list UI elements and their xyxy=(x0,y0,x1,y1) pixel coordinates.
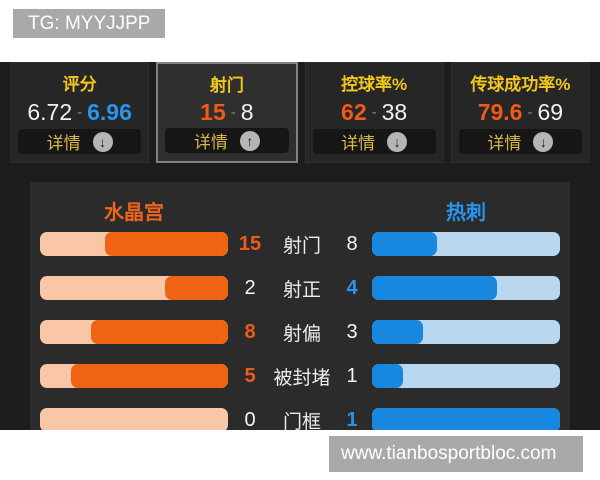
arrow-down-icon[interactable]: ↓ xyxy=(92,131,113,152)
tg-badge: TG: MYYJJPP xyxy=(13,9,166,38)
arrow-down-icon[interactable]: ↓ xyxy=(533,131,554,152)
away-bar-fill xyxy=(372,408,560,430)
value-separator: - xyxy=(77,103,83,121)
home-bar-fill xyxy=(71,364,228,388)
away-bar xyxy=(372,408,560,430)
away-value: 4 xyxy=(346,276,358,299)
stat-card-values: 6.72-6.96 xyxy=(27,99,132,126)
away-bar-fill xyxy=(372,276,498,300)
top-header: TG: MYYJJPP xyxy=(0,0,600,62)
away-bar-fill xyxy=(372,320,424,344)
away-value: 8 xyxy=(346,232,358,255)
details-button[interactable]: 详情 ↑ xyxy=(165,128,289,153)
home-bar xyxy=(40,232,228,256)
away-value: 38 xyxy=(381,98,408,125)
home-value: 2 xyxy=(244,276,256,299)
stat-card-values: 79.6-69 xyxy=(478,99,563,126)
home-bar-fill xyxy=(91,320,228,344)
value-separator: - xyxy=(527,103,533,121)
value-separator: - xyxy=(371,103,377,121)
watermark: www.tianbosportbloc.com xyxy=(329,436,583,472)
teams-row: 水晶宫 热刺 xyxy=(40,182,560,224)
row-label: 门框 xyxy=(282,411,321,431)
away-bar xyxy=(372,364,560,388)
home-bar xyxy=(40,320,228,344)
stat-row: 8 射偏 3 xyxy=(40,310,560,354)
stat-card-rating[interactable]: 评分 6.72-6.96 详情 ↓ xyxy=(10,62,150,163)
home-value: 5 xyxy=(244,364,256,387)
arrow-down-icon[interactable]: ↓ xyxy=(387,131,408,152)
arrow-up-icon[interactable]: ↑ xyxy=(239,130,260,151)
home-bar-fill xyxy=(165,276,228,300)
away-value: 1 xyxy=(346,408,358,431)
bottom-footer: www.tianbosportbloc.com xyxy=(0,430,600,480)
stat-card-possession[interactable]: 控球率% 62-38 详情 ↓ xyxy=(304,62,444,163)
home-value: 62 xyxy=(341,98,367,125)
row-label: 射偏 xyxy=(282,323,321,345)
stat-row: 2 射正 4 xyxy=(40,266,560,310)
away-value: 8 xyxy=(240,98,254,125)
home-bar xyxy=(40,364,228,388)
row-label: 射门 xyxy=(282,235,321,257)
away-bar xyxy=(372,320,560,344)
home-team-name: 水晶宫 xyxy=(104,202,164,224)
away-value: 1 xyxy=(346,364,358,387)
stat-card-pass-accuracy[interactable]: 传球成功率% 79.6-69 详情 ↓ xyxy=(450,62,590,163)
stat-card-title: 控球率% xyxy=(341,75,408,94)
away-bar-fill xyxy=(372,232,438,256)
home-value: 6.72 xyxy=(27,98,73,125)
details-label: 详情 xyxy=(193,133,228,152)
stats-rows: 15 射门 8 2 射正 4 8 射偏 3 5 被封堵 1 0 门框 1 xyxy=(40,222,560,430)
row-label: 射正 xyxy=(282,279,321,301)
away-value: 69 xyxy=(537,98,564,125)
stat-cards-row: 评分 6.72-6.96 详情 ↓ 射门 15-8 详情 ↑ 控球率% 62-38 … xyxy=(0,62,600,163)
details-label: 详情 xyxy=(46,134,81,153)
stats-section: 评分 6.72-6.96 详情 ↓ 射门 15-8 详情 ↑ 控球率% 62-38 … xyxy=(0,62,600,430)
home-value: 15 xyxy=(238,232,262,255)
details-button[interactable]: 详情 ↓ xyxy=(18,129,142,154)
away-bar-fill xyxy=(372,364,404,388)
stat-card-values: 62-38 xyxy=(341,99,407,126)
details-label: 详情 xyxy=(487,134,522,153)
stat-card-title: 评分 xyxy=(62,75,97,94)
home-value: 79.6 xyxy=(477,98,523,125)
details-button[interactable]: 详情 ↓ xyxy=(458,129,582,154)
details-button[interactable]: 详情 ↓ xyxy=(312,129,436,154)
away-bar xyxy=(372,276,560,300)
stat-card-values: 15-8 xyxy=(200,99,253,126)
away-team-name: 热刺 xyxy=(446,202,486,224)
home-value: 15 xyxy=(200,98,226,125)
home-bar-fill xyxy=(105,232,228,256)
away-bar xyxy=(372,232,560,256)
value-separator: - xyxy=(230,103,236,121)
details-label: 详情 xyxy=(341,134,376,153)
away-value: 3 xyxy=(346,320,358,343)
stat-card-shots[interactable]: 射门 15-8 详情 ↑ xyxy=(156,62,298,163)
away-value: 6.96 xyxy=(87,98,132,125)
stat-card-title: 射门 xyxy=(209,76,244,95)
stat-card-title: 传球成功率% xyxy=(470,75,571,94)
home-value: 0 xyxy=(244,408,256,431)
row-label: 被封堵 xyxy=(273,367,331,389)
home-bar xyxy=(40,408,228,430)
shots-detail-panel: 水晶宫 热刺 15 射门 8 2 射正 4 8 射偏 3 5 被封堵 1 0 门框 1 xyxy=(30,182,570,430)
stat-row: 5 被封堵 1 xyxy=(40,354,560,398)
home-value: 8 xyxy=(244,320,256,343)
home-bar xyxy=(40,276,228,300)
stat-row: 15 射门 8 xyxy=(40,222,560,266)
stat-row: 0 门框 1 xyxy=(40,398,560,430)
